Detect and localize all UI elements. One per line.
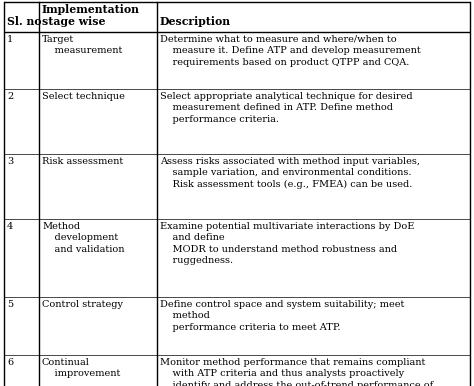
Text: Risk assessment: Risk assessment	[42, 157, 123, 166]
Text: 1: 1	[7, 35, 13, 44]
Text: Determine what to measure and where/when to
    measure it. Define ATP and devel: Determine what to measure and where/when…	[160, 35, 421, 67]
Text: Method
    development
    and validation: Method development and validation	[42, 222, 125, 254]
Text: Target
    measurement: Target measurement	[42, 35, 122, 56]
Text: Examine potential multivariate interactions by DoE
    and define
    MODR to un: Examine potential multivariate interacti…	[160, 222, 414, 265]
Text: Control strategy: Control strategy	[42, 300, 123, 309]
Text: 5: 5	[7, 300, 13, 309]
Text: Sl. no: Sl. no	[7, 16, 42, 27]
Text: Continual
    improvement: Continual improvement	[42, 358, 120, 378]
Text: 3: 3	[7, 157, 13, 166]
Text: Select technique: Select technique	[42, 92, 125, 101]
Text: Monitor method performance that remains compliant
    with ATP criteria and thus: Monitor method performance that remains …	[160, 358, 433, 386]
Text: Select appropriate analytical technique for desired
    measurement defined in A: Select appropriate analytical technique …	[160, 92, 413, 124]
Text: Implementation: Implementation	[42, 4, 140, 15]
Text: Define control space and system suitability; meet
    method
    performance cri: Define control space and system suitabil…	[160, 300, 404, 332]
Text: Description: Description	[160, 16, 231, 27]
Text: 2: 2	[7, 92, 13, 101]
Text: 4: 4	[7, 222, 13, 231]
Text: 6: 6	[7, 358, 13, 367]
Text: Assess risks associated with method input variables,
    sample variation, and e: Assess risks associated with method inpu…	[160, 157, 420, 189]
Text: stage wise: stage wise	[42, 16, 106, 27]
